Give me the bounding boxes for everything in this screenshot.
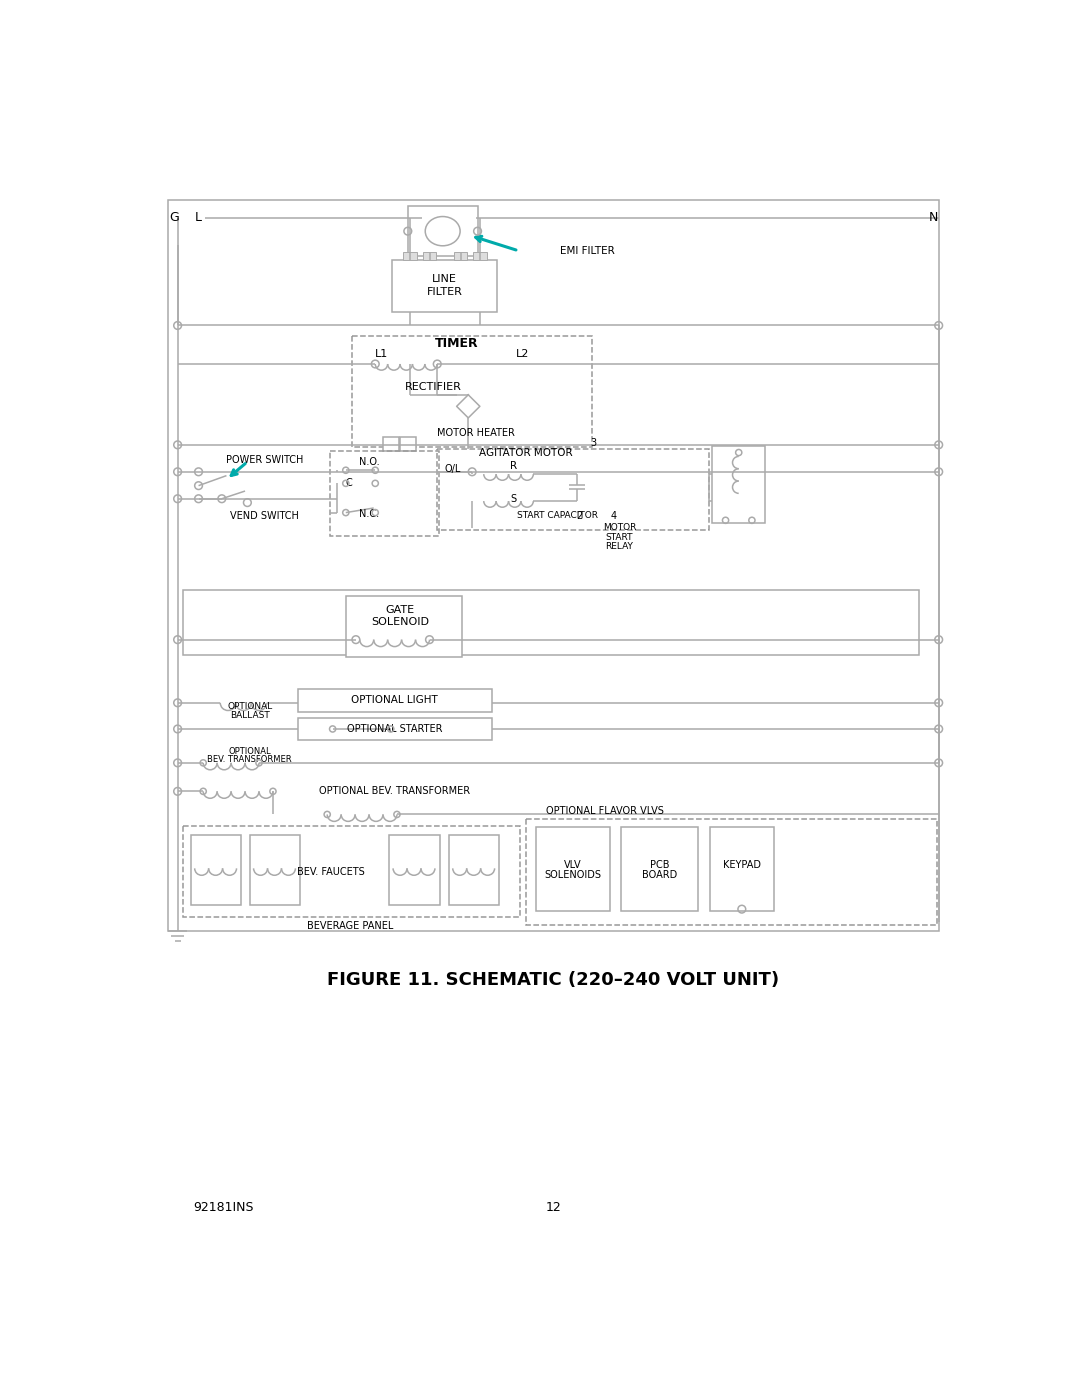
Bar <box>526 819 937 925</box>
Bar <box>191 835 241 904</box>
Bar <box>352 335 592 447</box>
Bar <box>437 448 708 529</box>
Text: FILTER: FILTER <box>427 288 462 298</box>
Text: OPTIONAL: OPTIONAL <box>228 747 271 756</box>
Text: BALLAST: BALLAST <box>230 711 270 719</box>
Bar <box>249 835 300 904</box>
Bar <box>383 437 399 451</box>
Bar <box>408 207 477 256</box>
Bar <box>330 451 438 535</box>
Text: O/L: O/L <box>445 464 461 475</box>
Bar <box>400 437 416 451</box>
Bar <box>710 827 773 911</box>
Text: SOLENOID: SOLENOID <box>372 617 429 627</box>
Text: FIGURE 11. SCHEMATIC (220–240 VOLT UNIT): FIGURE 11. SCHEMATIC (220–240 VOLT UNIT) <box>327 971 780 989</box>
Text: TIMER: TIMER <box>435 337 478 349</box>
Text: OPTIONAL FLAVOR VLVS: OPTIONAL FLAVOR VLVS <box>545 806 663 816</box>
Text: EMI FILTER: EMI FILTER <box>559 246 615 256</box>
Text: SOLENOIDS: SOLENOIDS <box>544 870 602 880</box>
Text: BEVERAGE PANEL: BEVERAGE PANEL <box>308 921 393 930</box>
Text: OPTIONAL BEV. TRANSFORMER: OPTIONAL BEV. TRANSFORMER <box>319 787 470 796</box>
Text: R: R <box>510 461 516 471</box>
Bar <box>449 835 499 904</box>
Text: START CAPACITOR: START CAPACITOR <box>517 511 598 520</box>
Text: L: L <box>195 211 202 224</box>
Bar <box>167 200 939 932</box>
Text: RECTIFIER: RECTIFIER <box>405 383 462 393</box>
Bar <box>298 689 491 712</box>
Text: S: S <box>510 493 516 504</box>
Text: LINE: LINE <box>432 274 457 285</box>
Bar <box>537 827 610 911</box>
Text: N.C.: N.C. <box>359 509 379 520</box>
Text: N: N <box>929 211 937 224</box>
Text: BEV. TRANSFORMER: BEV. TRANSFORMER <box>207 756 292 764</box>
Bar <box>346 595 462 658</box>
Bar <box>713 447 765 524</box>
Bar <box>621 827 699 911</box>
Text: MOTOR HEATER: MOTOR HEATER <box>437 429 515 439</box>
Text: 3: 3 <box>590 437 596 447</box>
Text: PCB: PCB <box>650 861 670 870</box>
Text: VLV: VLV <box>564 861 582 870</box>
Bar <box>392 260 497 313</box>
Text: POWER SWITCH: POWER SWITCH <box>226 455 303 465</box>
Text: 2: 2 <box>576 511 582 521</box>
Text: RELAY: RELAY <box>606 542 633 550</box>
Text: MOTOR: MOTOR <box>603 524 636 532</box>
Bar <box>298 718 491 740</box>
Text: OPTIONAL LIGHT: OPTIONAL LIGHT <box>351 696 438 705</box>
Bar <box>183 590 919 655</box>
Bar <box>454 253 468 260</box>
Bar <box>389 835 440 904</box>
Text: VEND SWITCH: VEND SWITCH <box>230 511 299 521</box>
Text: GATE: GATE <box>386 605 415 616</box>
Text: N.O.: N.O. <box>359 457 379 467</box>
Text: G: G <box>168 211 178 224</box>
Text: L2: L2 <box>516 349 529 359</box>
Text: AGITATOR MOTOR: AGITATOR MOTOR <box>478 447 572 458</box>
Text: OPTIONAL: OPTIONAL <box>227 703 272 711</box>
Text: 12: 12 <box>545 1200 562 1214</box>
Text: BEV. FAUCETS: BEV. FAUCETS <box>297 868 365 877</box>
Text: C: C <box>346 478 352 489</box>
Bar <box>473 253 487 260</box>
Text: BOARD: BOARD <box>642 870 677 880</box>
Bar <box>403 253 417 260</box>
Bar <box>422 253 436 260</box>
Text: 4: 4 <box>610 511 617 521</box>
Text: 92181INS: 92181INS <box>193 1200 254 1214</box>
Bar <box>183 826 521 916</box>
Text: OPTIONAL STARTER: OPTIONAL STARTER <box>347 724 443 733</box>
Text: KEYPAD: KEYPAD <box>723 861 760 870</box>
Text: L1: L1 <box>375 349 388 359</box>
Text: START: START <box>606 532 633 542</box>
